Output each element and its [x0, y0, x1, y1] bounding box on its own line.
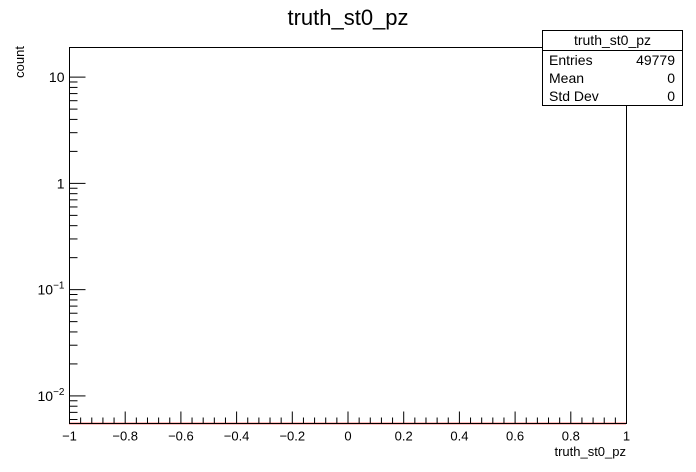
x-tick-label: 0.2	[395, 429, 413, 444]
x-tick-label: 0.8	[562, 429, 580, 444]
y-tick-label: 10−1	[38, 281, 65, 298]
x-tick-label: −1	[62, 429, 77, 444]
x-tick-label: 0.4	[450, 429, 468, 444]
stats-title: truth_st0_pz	[543, 31, 682, 51]
x-axis-ticks: −1 −0.8 −0.6 −0.4 −0.2 0 0.2 0.4 0.6 0.8 1	[62, 411, 630, 444]
y-axis-label: count	[12, 46, 27, 78]
stats-box: truth_st0_pz Entries 49779 Mean 0 Std De…	[542, 30, 683, 106]
stats-label: Entries	[549, 52, 593, 68]
y-tick-label: 10	[49, 69, 65, 85]
stats-value: 0	[667, 88, 675, 104]
y-tick-label: 10−2	[38, 387, 65, 404]
x-tick-label: 0	[344, 429, 351, 444]
stats-row-stddev: Std Dev 0	[543, 87, 682, 105]
chart-title: truth_st0_pz	[287, 5, 408, 30]
x-tick-label: 0.6	[506, 429, 524, 444]
stats-label: Std Dev	[549, 88, 599, 104]
stats-value: 0	[667, 70, 675, 86]
stats-label: Mean	[549, 70, 585, 86]
y-axis-ticks: 10−2 10−1 1 10	[38, 69, 86, 420]
stats-row-mean: Mean 0	[543, 69, 682, 87]
x-tick-label: −0.8	[112, 429, 138, 444]
x-axis-label: truth_st0_pz	[554, 444, 626, 459]
stats-value: 49779	[636, 52, 675, 68]
x-tick-label: −0.4	[224, 429, 250, 444]
x-tick-label: 1	[623, 429, 630, 444]
x-tick-label: −0.6	[168, 429, 194, 444]
stats-row-entries: Entries 49779	[543, 51, 682, 69]
x-tick-label: −0.2	[279, 429, 305, 444]
y-tick-label: 1	[57, 175, 65, 191]
